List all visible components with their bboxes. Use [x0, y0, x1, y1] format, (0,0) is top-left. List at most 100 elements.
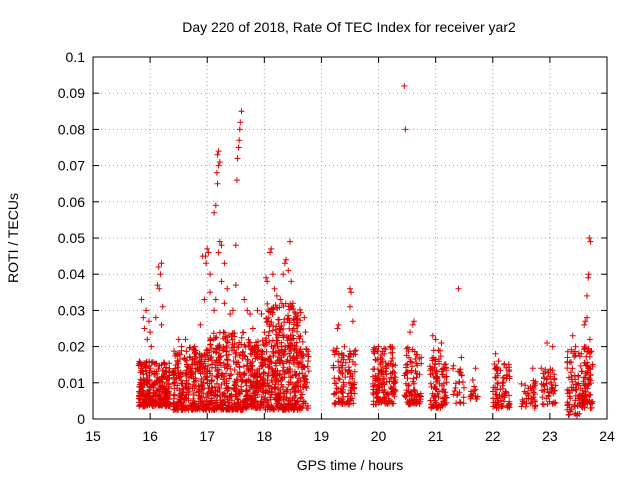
data-point — [381, 345, 388, 352]
data-point — [201, 365, 208, 372]
data-point — [289, 342, 296, 349]
data-point — [331, 390, 338, 397]
data-point — [531, 391, 538, 397]
data-point — [191, 378, 198, 385]
data-point — [253, 389, 260, 396]
data-point — [262, 390, 269, 397]
data-point — [237, 351, 244, 358]
data-point — [344, 393, 351, 400]
data-point — [585, 381, 592, 387]
grid — [93, 57, 607, 419]
data-point — [155, 366, 162, 372]
data-point — [243, 382, 250, 389]
data-point — [544, 386, 551, 393]
data-point — [438, 366, 445, 373]
data-point — [347, 370, 354, 377]
data-point — [154, 374, 161, 381]
data-point — [286, 317, 293, 324]
data-point — [346, 348, 353, 355]
x-axis: 15 16 17 18 19 20 21 22 23 24 — [85, 57, 615, 444]
data-point — [220, 329, 227, 336]
data-point — [228, 397, 235, 404]
data-point — [494, 380, 501, 387]
data-point — [583, 370, 590, 377]
data-point — [347, 303, 353, 310]
data-point — [160, 384, 166, 391]
data-point — [530, 384, 537, 391]
data-point — [575, 372, 582, 379]
data-point — [137, 376, 144, 383]
data-point — [571, 348, 578, 355]
data-point — [263, 348, 270, 355]
data-point — [182, 394, 189, 401]
data-point — [232, 242, 239, 249]
data-point — [164, 393, 171, 400]
x-tick-label: 17 — [199, 428, 215, 444]
data-point — [197, 321, 204, 328]
data-point — [249, 325, 256, 332]
data-point — [443, 394, 450, 401]
data-point — [550, 390, 557, 397]
data-point — [303, 384, 310, 391]
data-point — [430, 374, 437, 381]
data-point — [403, 369, 410, 376]
data-point — [251, 389, 258, 396]
data-point — [330, 364, 337, 371]
data-point — [221, 373, 228, 380]
data-point — [254, 307, 261, 314]
data-point — [550, 399, 557, 406]
data-point — [281, 348, 288, 355]
data-point — [551, 371, 558, 378]
data-point — [504, 404, 511, 411]
data-point — [401, 83, 408, 89]
data-point — [278, 300, 285, 307]
x-tick-label: 23 — [542, 428, 558, 444]
data-point — [263, 315, 270, 322]
data-point — [190, 399, 197, 406]
data-point — [551, 376, 558, 383]
data-point — [372, 401, 379, 408]
data-point — [404, 368, 411, 375]
data-point — [575, 350, 582, 357]
data-point — [204, 346, 211, 353]
data-point — [496, 392, 503, 399]
data-point — [237, 373, 244, 380]
data-point — [412, 356, 419, 362]
data-point — [338, 369, 344, 376]
data-point — [219, 399, 226, 405]
data-point — [232, 282, 239, 289]
data-point — [196, 383, 203, 390]
data-point — [428, 383, 435, 390]
data-point — [210, 330, 217, 337]
data-point — [214, 368, 221, 375]
data-point — [272, 348, 279, 355]
data-point — [244, 307, 251, 314]
data-point — [261, 329, 268, 336]
data-point — [152, 402, 159, 409]
data-point — [172, 379, 179, 386]
data-point — [235, 399, 242, 406]
data-point — [255, 404, 261, 411]
data-point — [238, 405, 245, 412]
data-point — [389, 355, 396, 362]
data-point — [156, 377, 163, 384]
data-point — [540, 370, 547, 377]
data-point — [226, 375, 233, 382]
data-point — [576, 353, 583, 360]
data-point — [302, 329, 309, 336]
data-point — [387, 360, 394, 367]
data-point — [274, 401, 281, 408]
data-point — [404, 389, 411, 396]
data-point — [467, 395, 474, 402]
data-point — [376, 383, 382, 390]
data-point — [383, 400, 390, 407]
data-point — [285, 267, 292, 274]
data-point — [570, 384, 577, 391]
data-point — [263, 401, 270, 407]
data-point — [224, 361, 231, 368]
data-point — [383, 379, 390, 386]
data-point — [443, 367, 450, 374]
data-point — [258, 311, 265, 317]
data-point — [192, 368, 199, 375]
data-point — [217, 353, 224, 359]
